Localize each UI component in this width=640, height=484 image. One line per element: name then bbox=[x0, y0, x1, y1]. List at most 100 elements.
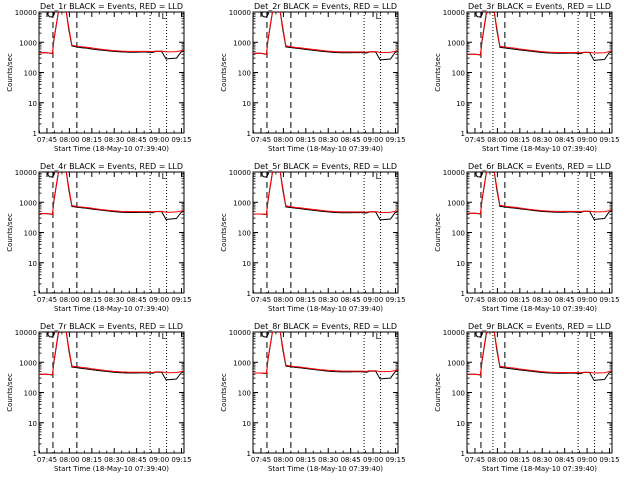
panel-det-3r: Det_3r BLACK = Events, RED = LLD11010010… bbox=[434, 2, 620, 153]
x-tick-label: 07:45 bbox=[251, 456, 271, 464]
panel-title: Det_3r BLACK = Events, RED = LLD bbox=[468, 2, 611, 11]
x-tick-label: 08:15 bbox=[82, 296, 102, 304]
l-marker-label: L bbox=[590, 12, 595, 21]
y-tick-label: 10000 bbox=[15, 329, 37, 337]
l-marker-label: L bbox=[162, 12, 167, 21]
y-tick-label: 10000 bbox=[229, 169, 251, 177]
x-tick-label: 09:00 bbox=[149, 136, 169, 144]
y-axis-label: Counts/sec bbox=[220, 373, 228, 412]
x-tick-label: 08:15 bbox=[510, 296, 530, 304]
panel-title: Det_6r BLACK = Events, RED = LLD bbox=[468, 162, 611, 171]
x-tick-label: 07:45 bbox=[37, 456, 57, 464]
y-tick-label: 100 bbox=[238, 230, 251, 238]
y-axis-label: Counts/sec bbox=[434, 373, 442, 412]
panel-det-1r: Det_1r BLACK = Events, RED = LLD11010010… bbox=[6, 2, 192, 153]
x-tick-label: 08:15 bbox=[296, 296, 316, 304]
x-tick-label: 09:15 bbox=[599, 296, 619, 304]
l-marker-label: L bbox=[376, 172, 381, 181]
y-tick-label: 1000 bbox=[447, 359, 465, 367]
panel-det-7r: Det_7r BLACK = Events, RED = LLD11010010… bbox=[6, 322, 192, 473]
x-tick-label: 09:15 bbox=[385, 136, 405, 144]
x-tick-label: 09:15 bbox=[385, 296, 405, 304]
panel-title: Det_9r BLACK = Events, RED = LLD bbox=[468, 322, 611, 331]
x-tick-label: 08:45 bbox=[555, 456, 575, 464]
y-tick-label: 100 bbox=[24, 230, 37, 238]
l-marker-label: L bbox=[590, 172, 595, 181]
x-tick-label: 08:45 bbox=[555, 136, 575, 144]
x-axis-label: Start Time (18-May-10 07:39:40) bbox=[268, 145, 383, 153]
x-tick-label: 08:00 bbox=[487, 296, 507, 304]
panel-det-5r: Det_5r BLACK = Events, RED = LLD11010010… bbox=[220, 162, 406, 313]
x-tick-label: 08:00 bbox=[487, 456, 507, 464]
panel-det-9r: Det_9r BLACK = Events, RED = LLD11010010… bbox=[434, 322, 620, 473]
y-tick-label: 10000 bbox=[443, 329, 465, 337]
x-tick-label: 08:30 bbox=[532, 456, 552, 464]
x-tick-label: 09:00 bbox=[149, 296, 169, 304]
x-tick-label: 09:00 bbox=[149, 456, 169, 464]
l-marker-label: L bbox=[376, 12, 381, 21]
x-tick-label: 08:45 bbox=[341, 296, 361, 304]
y-tick-label: 10 bbox=[242, 420, 251, 428]
y-tick-label: 1000 bbox=[233, 39, 251, 47]
panel-title: Det_2r BLACK = Events, RED = LLD bbox=[254, 2, 397, 11]
plot-frame bbox=[467, 172, 612, 293]
x-tick-label: 09:00 bbox=[363, 296, 383, 304]
y-tick-label: 10 bbox=[28, 260, 37, 268]
x-tick-label: 07:45 bbox=[251, 136, 271, 144]
y-tick-label: 10000 bbox=[229, 9, 251, 17]
x-axis-label: Start Time (18-May-10 07:39:40) bbox=[268, 305, 383, 313]
x-axis-label: Start Time (18-May-10 07:39:40) bbox=[54, 465, 169, 473]
panel-det-4r: Det_4r BLACK = Events, RED = LLD11010010… bbox=[6, 162, 192, 313]
y-tick-label: 10000 bbox=[443, 9, 465, 17]
y-tick-label: 10 bbox=[28, 100, 37, 108]
x-tick-label: 08:15 bbox=[510, 136, 530, 144]
y-tick-label: 10 bbox=[28, 420, 37, 428]
plot-frame bbox=[467, 12, 612, 133]
x-tick-label: 08:45 bbox=[127, 136, 147, 144]
x-tick-label: 08:30 bbox=[104, 136, 124, 144]
y-tick-label: 100 bbox=[238, 70, 251, 78]
plot-frame bbox=[253, 172, 398, 293]
l-marker-label: L bbox=[162, 332, 167, 341]
x-tick-label: 07:45 bbox=[37, 136, 57, 144]
l-marker-label: L bbox=[590, 332, 595, 341]
y-axis-label: Counts/sec bbox=[6, 213, 14, 252]
y-axis-label: Counts/sec bbox=[434, 53, 442, 92]
y-axis-label: Counts/sec bbox=[434, 213, 442, 252]
x-tick-label: 09:15 bbox=[599, 136, 619, 144]
x-axis-label: Start Time (18-May-10 07:39:40) bbox=[482, 305, 597, 313]
x-tick-label: 09:15 bbox=[171, 456, 191, 464]
x-tick-label: 08:30 bbox=[532, 296, 552, 304]
x-tick-label: 08:15 bbox=[296, 136, 316, 144]
x-tick-label: 08:00 bbox=[273, 456, 293, 464]
plot-frame bbox=[253, 12, 398, 133]
x-tick-label: 08:00 bbox=[59, 136, 79, 144]
y-tick-label: 1000 bbox=[447, 199, 465, 207]
x-tick-label: 09:15 bbox=[599, 456, 619, 464]
x-tick-label: 09:00 bbox=[577, 136, 597, 144]
panel-title: Det_1r BLACK = Events, RED = LLD bbox=[40, 2, 183, 11]
x-tick-label: 08:45 bbox=[341, 456, 361, 464]
x-tick-label: 08:30 bbox=[104, 296, 124, 304]
y-tick-label: 1000 bbox=[19, 39, 37, 47]
x-tick-label: 08:00 bbox=[273, 296, 293, 304]
x-axis-label: Start Time (18-May-10 07:39:40) bbox=[268, 465, 383, 473]
x-tick-label: 09:00 bbox=[577, 296, 597, 304]
x-tick-label: 08:15 bbox=[510, 456, 530, 464]
x-tick-label: 07:45 bbox=[465, 136, 485, 144]
x-tick-label: 07:45 bbox=[37, 296, 57, 304]
x-tick-label: 08:45 bbox=[341, 136, 361, 144]
x-tick-label: 08:00 bbox=[273, 136, 293, 144]
panel-title: Det_7r BLACK = Events, RED = LLD bbox=[40, 322, 183, 331]
x-tick-label: 09:15 bbox=[385, 456, 405, 464]
x-tick-label: 07:45 bbox=[465, 296, 485, 304]
y-tick-label: 100 bbox=[452, 230, 465, 238]
y-tick-label: 10000 bbox=[15, 9, 37, 17]
y-tick-label: 10000 bbox=[443, 169, 465, 177]
y-tick-label: 100 bbox=[452, 390, 465, 398]
y-tick-label: 10 bbox=[456, 260, 465, 268]
x-axis-label: Start Time (18-May-10 07:39:40) bbox=[54, 145, 169, 153]
plot-frame bbox=[39, 12, 184, 133]
x-tick-label: 09:00 bbox=[363, 456, 383, 464]
